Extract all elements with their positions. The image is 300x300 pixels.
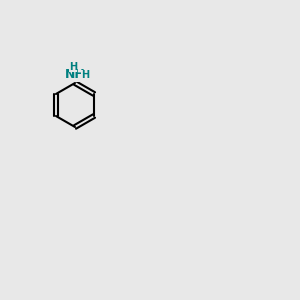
Text: H: H	[81, 70, 89, 80]
Text: H: H	[69, 62, 77, 72]
Text: NH: NH	[64, 68, 86, 82]
